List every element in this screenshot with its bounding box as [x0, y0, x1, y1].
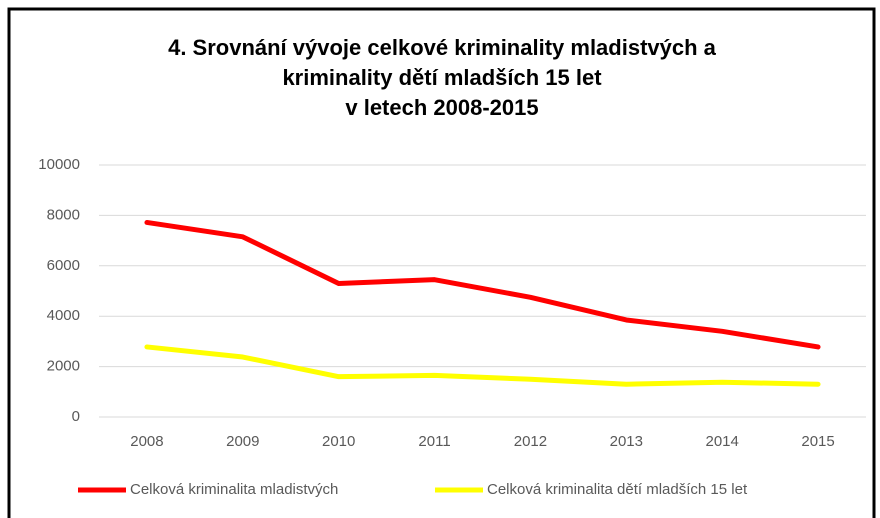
y-tick-label: 0: [72, 408, 80, 425]
x-tick-label: 2011: [418, 433, 450, 450]
data-line: [144, 344, 821, 387]
y-tick-label: 10000: [38, 156, 80, 173]
data-line: [144, 219, 821, 350]
y-tick-label: 4000: [47, 307, 80, 324]
x-tick-label: 2013: [610, 433, 643, 450]
chart-title: 4. Srovnání vývoje celkové kriminality m…: [168, 35, 717, 60]
x-tick-label: 2012: [514, 433, 547, 450]
legend-label: Celková kriminalita dětí mladších 15 let: [487, 481, 748, 498]
y-tick-label: 8000: [47, 206, 80, 223]
x-tick-label: 2014: [706, 433, 739, 450]
y-tick-label: 2000: [47, 358, 80, 375]
x-tick-label: 2008: [130, 433, 163, 450]
chart-title: kriminality dětí mladších 15 let: [282, 65, 602, 90]
x-tick-label: 2009: [226, 433, 259, 450]
y-tick-label: 6000: [47, 257, 80, 274]
chart-border: [7, 7, 876, 518]
x-tick-label: 2015: [801, 433, 834, 450]
legend-label: Celková kriminalita mladistvých: [130, 481, 338, 498]
x-tick-label: 2010: [322, 433, 355, 450]
chart-title: v letech 2008-2015: [345, 95, 538, 120]
